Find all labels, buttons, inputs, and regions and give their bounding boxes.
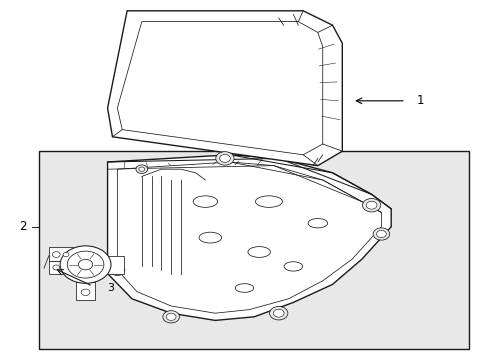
- Polygon shape: [107, 155, 390, 320]
- Circle shape: [269, 306, 287, 320]
- Circle shape: [52, 252, 60, 257]
- Circle shape: [163, 311, 179, 323]
- Bar: [49, 247, 73, 261]
- Circle shape: [372, 228, 389, 240]
- Circle shape: [166, 313, 176, 320]
- Ellipse shape: [255, 196, 282, 207]
- Bar: [39, 151, 468, 349]
- Ellipse shape: [193, 196, 217, 207]
- Circle shape: [110, 265, 124, 275]
- Circle shape: [273, 309, 284, 317]
- Text: 3: 3: [107, 283, 114, 293]
- Circle shape: [63, 252, 69, 257]
- Ellipse shape: [199, 232, 221, 243]
- Ellipse shape: [235, 284, 253, 292]
- Circle shape: [60, 246, 111, 283]
- Bar: [49, 261, 67, 274]
- Circle shape: [215, 152, 234, 165]
- Circle shape: [362, 198, 380, 212]
- Bar: [105, 256, 123, 274]
- Circle shape: [67, 251, 103, 278]
- Circle shape: [81, 289, 90, 296]
- Ellipse shape: [307, 219, 327, 228]
- Bar: [76, 282, 95, 300]
- Circle shape: [139, 167, 144, 171]
- Circle shape: [219, 154, 230, 162]
- Circle shape: [78, 259, 93, 270]
- Circle shape: [136, 165, 147, 174]
- Circle shape: [376, 230, 386, 238]
- Polygon shape: [107, 11, 342, 166]
- Circle shape: [113, 267, 122, 273]
- Circle shape: [53, 265, 60, 270]
- Circle shape: [366, 201, 376, 209]
- Ellipse shape: [247, 247, 270, 257]
- Text: 2: 2: [20, 220, 27, 233]
- Ellipse shape: [284, 262, 302, 271]
- Text: 1: 1: [416, 94, 424, 107]
